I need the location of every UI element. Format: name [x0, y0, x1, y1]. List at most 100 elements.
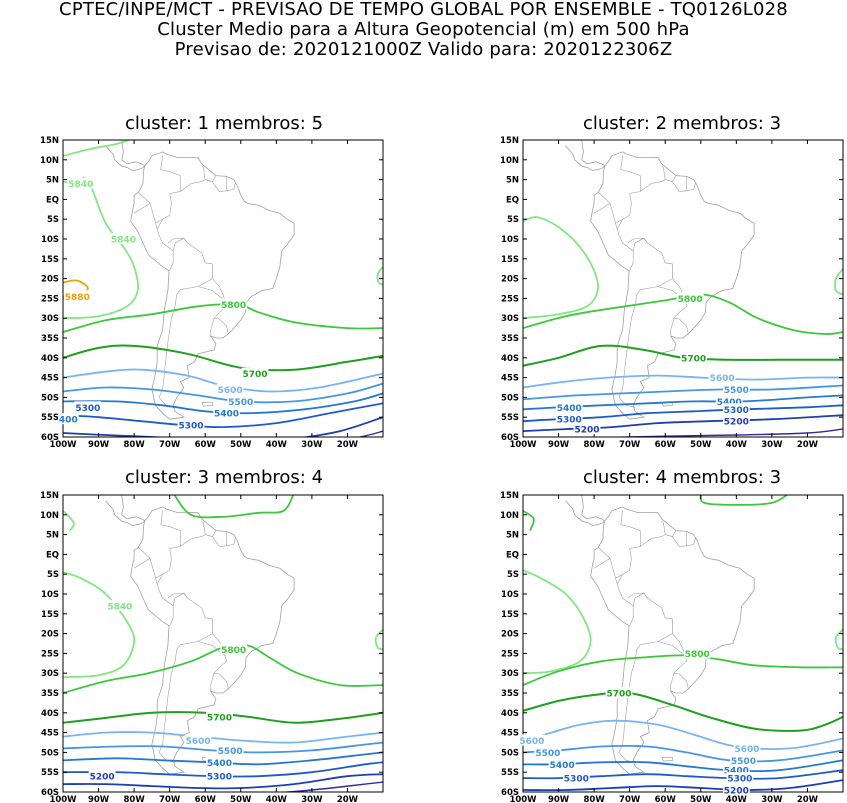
- contour-label: 5400: [550, 761, 575, 771]
- lat-tick-label: 15S: [501, 610, 519, 620]
- lat-tick-label: 40S: [41, 354, 59, 364]
- lat-tick-label: 35S: [501, 334, 519, 344]
- contour-5840: [376, 266, 383, 286]
- map-frame: [522, 494, 844, 793]
- lat-tick-label: 45S: [501, 374, 519, 384]
- lat-tick-label: 30S: [41, 669, 59, 679]
- contour-label: 5300: [75, 404, 100, 414]
- lat-tick-label: 55S: [501, 413, 519, 423]
- contour-label: 5840: [68, 180, 93, 190]
- lat-tick-label: 10S: [501, 590, 519, 600]
- country-border: [670, 673, 675, 691]
- contour-label: 5600: [710, 374, 735, 384]
- lat-tick-label: 25S: [41, 294, 59, 304]
- contour-5840: [63, 510, 75, 532]
- lon-tick-label: 80W: [584, 440, 606, 450]
- lon-tick-label: 20W: [797, 795, 819, 803]
- lat-tick-label: 25S: [501, 294, 519, 304]
- coastline: [130, 151, 295, 420]
- contour-label-bg: [216, 383, 244, 395]
- map-plot-area: 15N10N5NEQ5S10S15S20S25S30S35S40S45S50S5…: [500, 136, 844, 450]
- lat-tick-label: 10S: [41, 235, 59, 245]
- lon-tick-label: 90W: [548, 795, 570, 803]
- contour-5840: [63, 140, 132, 157]
- contour-label: 5200: [574, 426, 599, 436]
- lat-tick-label: 15N: [500, 491, 519, 501]
- contour-label: 5800: [678, 295, 703, 305]
- contour-5600: [523, 719, 843, 750]
- contour-5100: [598, 428, 843, 437]
- lon-tick-label: 30W: [301, 440, 323, 450]
- lat-tick-label: 5N: [46, 176, 59, 186]
- contour-5500: [523, 744, 843, 763]
- contour-5500: [523, 384, 843, 401]
- country-border: [198, 641, 229, 690]
- lon-tick-label: 50W: [230, 440, 252, 450]
- lat-tick-label: 15N: [40, 136, 59, 146]
- contour-5800: [173, 495, 295, 519]
- lat-tick-label: 45S: [41, 729, 59, 739]
- lon-tick-label: 80W: [124, 795, 146, 803]
- country-border: [615, 218, 623, 224]
- lat-tick-label: 25S: [41, 649, 59, 659]
- lon-tick-label: 50W: [230, 795, 252, 803]
- contour-label: 5300: [557, 416, 582, 426]
- map-plot-area: 15N10N5NEQ5S10S15S20S25S30S35S40S45S50S5…: [500, 491, 844, 803]
- country-border: [627, 237, 648, 244]
- contour-label-bg: [518, 734, 546, 746]
- country-border: [167, 592, 188, 599]
- lon-tick-label: 70W: [159, 440, 181, 450]
- lon-tick-label: 60W: [195, 795, 217, 803]
- lat-tick-label: 5S: [47, 570, 59, 580]
- contour-label-bg: [220, 298, 248, 310]
- country-border: [133, 558, 151, 569]
- lat-tick-label: 30S: [501, 314, 519, 324]
- contour-label: 5600: [186, 737, 211, 747]
- contour-5200: [301, 416, 383, 437]
- lat-tick-label: 40S: [501, 354, 519, 364]
- map-frame: [522, 139, 844, 438]
- coastline-central-america: [565, 140, 606, 171]
- coastline-falklands: [661, 756, 674, 762]
- contour-label: 5400: [557, 404, 582, 414]
- country-border: [616, 510, 641, 607]
- contour-label-bg: [730, 754, 757, 766]
- contour-label: 5500: [731, 757, 756, 767]
- contour-5700: [63, 344, 383, 372]
- contour-label: 5500: [535, 749, 560, 759]
- lon-tick-label: 30W: [761, 795, 783, 803]
- lon-tick-label: 60W: [655, 440, 677, 450]
- contour-5840: [63, 571, 136, 679]
- contour-label-bg: [555, 401, 583, 413]
- contour-label: 5400: [724, 767, 749, 777]
- country-border: [672, 176, 687, 192]
- contour-label-bg: [88, 770, 116, 782]
- lon-tick-label: 90W: [88, 795, 110, 803]
- contour-label-bg: [555, 413, 583, 425]
- contour-label: 5600: [519, 737, 544, 747]
- contour-label-bg: [206, 770, 233, 782]
- panel-2-title: cluster: 2 membros: 3: [582, 113, 782, 134]
- lon-tick-label: 30W: [301, 795, 323, 803]
- lat-tick-label: 20S: [501, 630, 519, 640]
- contour-5800: [523, 293, 843, 335]
- contour-label: 5200: [724, 418, 749, 428]
- lat-tick-label: EQ: [46, 195, 59, 205]
- contour-5840: [523, 216, 599, 320]
- lon-tick-label: 40W: [726, 440, 748, 450]
- lat-tick-label: 20S: [501, 275, 519, 285]
- country-border: [205, 530, 217, 537]
- contour-label: 5600: [218, 386, 243, 396]
- panel-2-map: 15N 10N 5N EQ 5S 10S 15S 20S 25S 30S 35S 40S 45S 50S 5…: [500, 136, 844, 450]
- lon-tick-label: 80W: [124, 440, 146, 450]
- lon-tick-label: 70W: [159, 795, 181, 803]
- lon-tick-label: 100W: [49, 440, 77, 450]
- contour-5840: [523, 569, 592, 675]
- contour-label: 5700: [207, 713, 232, 723]
- country-border: [658, 641, 689, 690]
- map-frame: [62, 494, 384, 793]
- lat-tick-label: 5N: [506, 531, 519, 541]
- contour-label-bg: [110, 233, 137, 244]
- contour-label-bg: [733, 742, 761, 754]
- lat-tick-label: 10N: [500, 511, 519, 521]
